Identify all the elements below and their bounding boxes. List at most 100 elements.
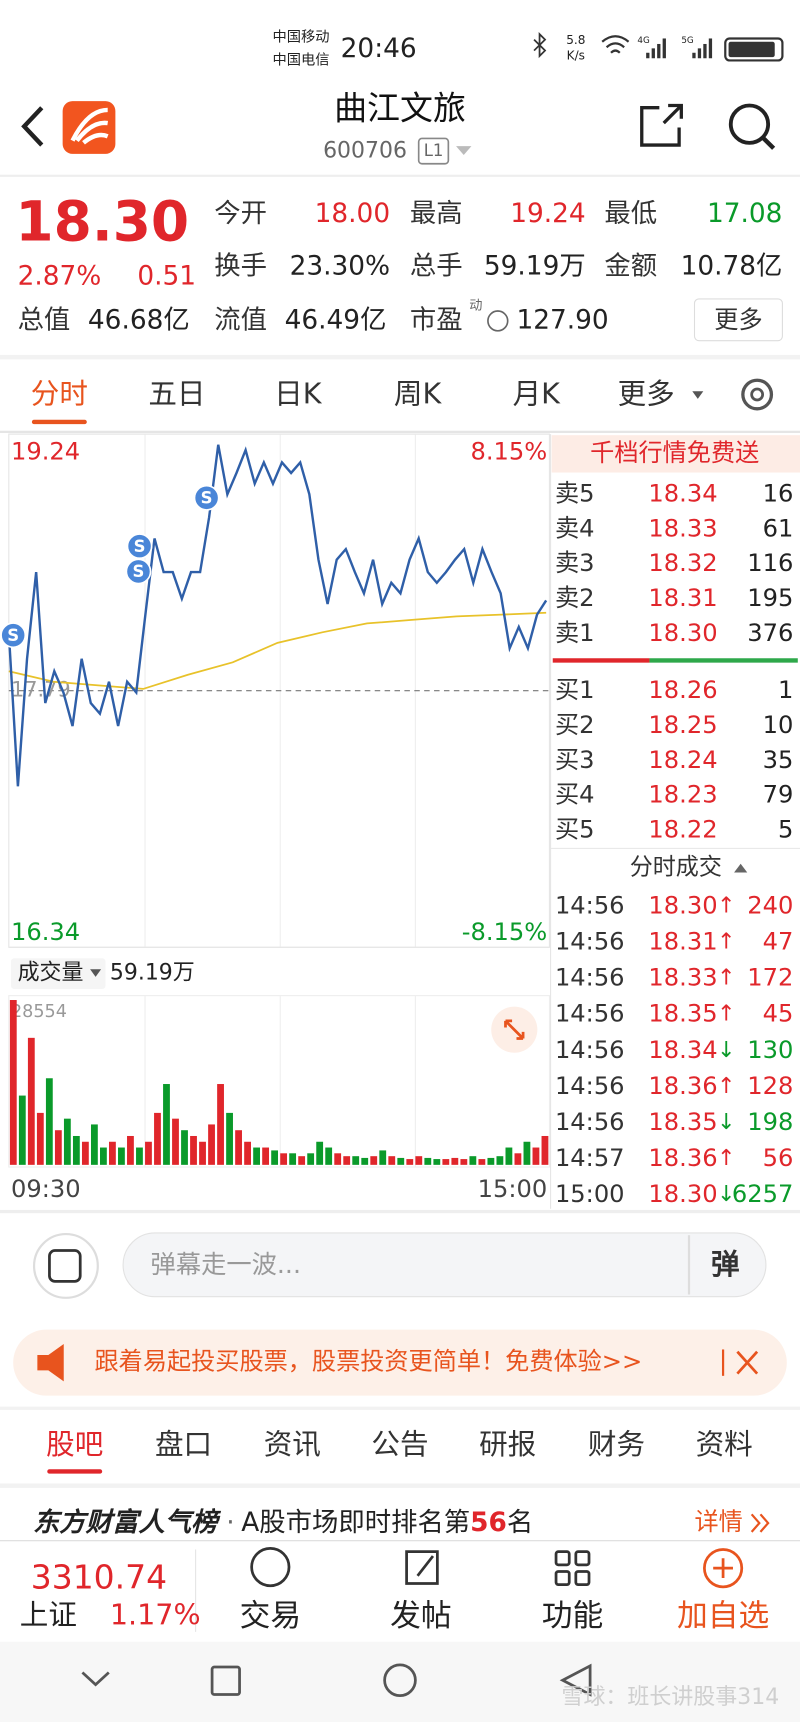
share-button[interactable]: [640, 103, 683, 147]
back-button[interactable]: [21, 106, 44, 147]
more-button[interactable]: [693, 298, 783, 342]
book-volume: 195: [747, 584, 793, 612]
volume-bar: [424, 1157, 432, 1165]
signal-marker[interactable]: [126, 533, 153, 560]
volume-dropdown: [90, 969, 102, 977]
volume-bar: [478, 1159, 486, 1165]
trade-volume: 56: [763, 1144, 794, 1172]
section-tab[interactable]: 盘口: [155, 1427, 212, 1461]
volume-bar: [36, 1112, 44, 1165]
ranking-text: A股市场即时排名第: [241, 1508, 470, 1538]
ad-banner[interactable]: [13, 1329, 787, 1396]
volume-bar: [343, 1156, 351, 1165]
volume-selector[interactable]: [10, 958, 106, 990]
info-icon[interactable]: [487, 310, 509, 332]
network-type: 4G: [637, 36, 650, 46]
book-price: 18.22: [648, 816, 717, 844]
book-volume: 376: [747, 619, 793, 647]
book-volume: 79: [763, 781, 794, 809]
volume-bar: [9, 1000, 17, 1165]
section-tab[interactable]: 股吧: [46, 1427, 103, 1461]
book-volume: 5: [778, 816, 793, 844]
stat-sup: 动: [469, 298, 482, 314]
nav-item[interactable]: 加自选: [677, 1598, 769, 1634]
ad-text[interactable]: 跟着易起投买股票，股票投资更简单！免费体验>>: [95, 1348, 643, 1376]
comment-placeholder[interactable]: 弹幕走一波...: [151, 1250, 301, 1279]
trade-direction: ↑: [717, 1074, 735, 1099]
clock: 20:46: [341, 34, 417, 64]
comment-input[interactable]: [122, 1232, 767, 1298]
danmaku-button[interactable]: 弹: [711, 1247, 740, 1281]
volume-bar: [460, 1159, 468, 1165]
volume-bar: [361, 1157, 369, 1165]
book-price: 18.34: [648, 480, 717, 508]
volume-bar: [18, 1095, 26, 1165]
search-button[interactable]: [728, 103, 771, 145]
signal-marker[interactable]: [0, 622, 27, 649]
close-ad[interactable]: [736, 1350, 759, 1375]
book-volume: 35: [763, 746, 794, 774]
nav-hide[interactable]: [81, 1671, 110, 1687]
settings-button[interactable]: [741, 378, 774, 411]
volume-bar: [325, 1147, 333, 1165]
sort-arrow[interactable]: [734, 863, 748, 873]
section-tab[interactable]: 资料: [696, 1427, 753, 1461]
trade-direction: ↑: [717, 1146, 735, 1171]
tab[interactable]: 周K: [394, 377, 443, 411]
orderbook-banner-text[interactable]: 千档行情免费送: [590, 439, 759, 467]
tab[interactable]: 月K: [513, 377, 562, 411]
volume-bar: [45, 1078, 53, 1165]
trade-direction: ↓: [717, 1182, 735, 1207]
nav-recent[interactable]: [210, 1665, 241, 1696]
signal-marker[interactable]: [125, 558, 152, 585]
stat-value: 17.08: [707, 199, 782, 229]
section-tab[interactable]: 财务: [588, 1427, 645, 1461]
stat-value: 127.90: [516, 305, 608, 335]
trade-direction: ↑: [717, 930, 735, 955]
trade-volume: 198: [747, 1108, 793, 1136]
trade-time: 14:56: [555, 892, 625, 920]
net-speed-unit: K/s: [567, 49, 585, 63]
book-level: 买4: [555, 781, 595, 809]
orderbook-banner[interactable]: [551, 435, 800, 473]
stat-value: 46.49亿: [285, 305, 387, 335]
section-tab[interactable]: 研报: [479, 1427, 536, 1461]
trade-icon[interactable]: [250, 1546, 291, 1588]
nav-home[interactable]: [383, 1663, 417, 1697]
trade-time: 15:00: [555, 1180, 625, 1208]
book-price: 18.32: [648, 549, 717, 577]
nav-item[interactable]: 功能: [542, 1598, 604, 1634]
ranking-detail[interactable]: 详情: [695, 1508, 743, 1536]
post-icon[interactable]: [405, 1550, 439, 1585]
nav-item[interactable]: 发帖: [390, 1598, 452, 1634]
more-button-label[interactable]: 更多: [714, 306, 762, 334]
x-tick-label: 09:30: [11, 1175, 81, 1203]
signal-label: S: [201, 488, 213, 507]
volume-bar: [118, 1147, 125, 1165]
tab[interactable]: 分时: [31, 377, 88, 411]
trade-direction: ↑: [717, 894, 735, 919]
add-watchlist-icon[interactable]: [703, 1548, 744, 1589]
tab[interactable]: 更多: [618, 377, 675, 411]
tab[interactable]: 日K: [274, 377, 323, 411]
volume-bar: [406, 1159, 414, 1165]
last-price: 18.30: [15, 189, 189, 253]
comment-settings[interactable]: [32, 1232, 99, 1299]
book-price: 18.23: [648, 781, 717, 809]
settings-center: [750, 387, 765, 402]
tab[interactable]: 五日: [148, 377, 205, 411]
stat-label: 最低: [604, 199, 657, 229]
stat-value: 18.00: [315, 199, 390, 229]
signal-label: S: [134, 537, 146, 556]
dropdown-arrow[interactable]: [456, 146, 472, 155]
function-icon[interactable]: [554, 1550, 591, 1587]
signal-marker[interactable]: [193, 484, 220, 511]
section-tab[interactable]: 资讯: [264, 1427, 321, 1461]
net-speed: 5.8: [566, 33, 585, 47]
book-level: 卖5: [555, 480, 595, 508]
nav-item[interactable]: 交易: [240, 1598, 302, 1634]
trade-price: 18.30: [648, 1180, 717, 1208]
nav-back[interactable]: [559, 1663, 592, 1697]
trade-price: 18.36: [648, 1072, 717, 1100]
section-tab[interactable]: 公告: [371, 1427, 428, 1461]
